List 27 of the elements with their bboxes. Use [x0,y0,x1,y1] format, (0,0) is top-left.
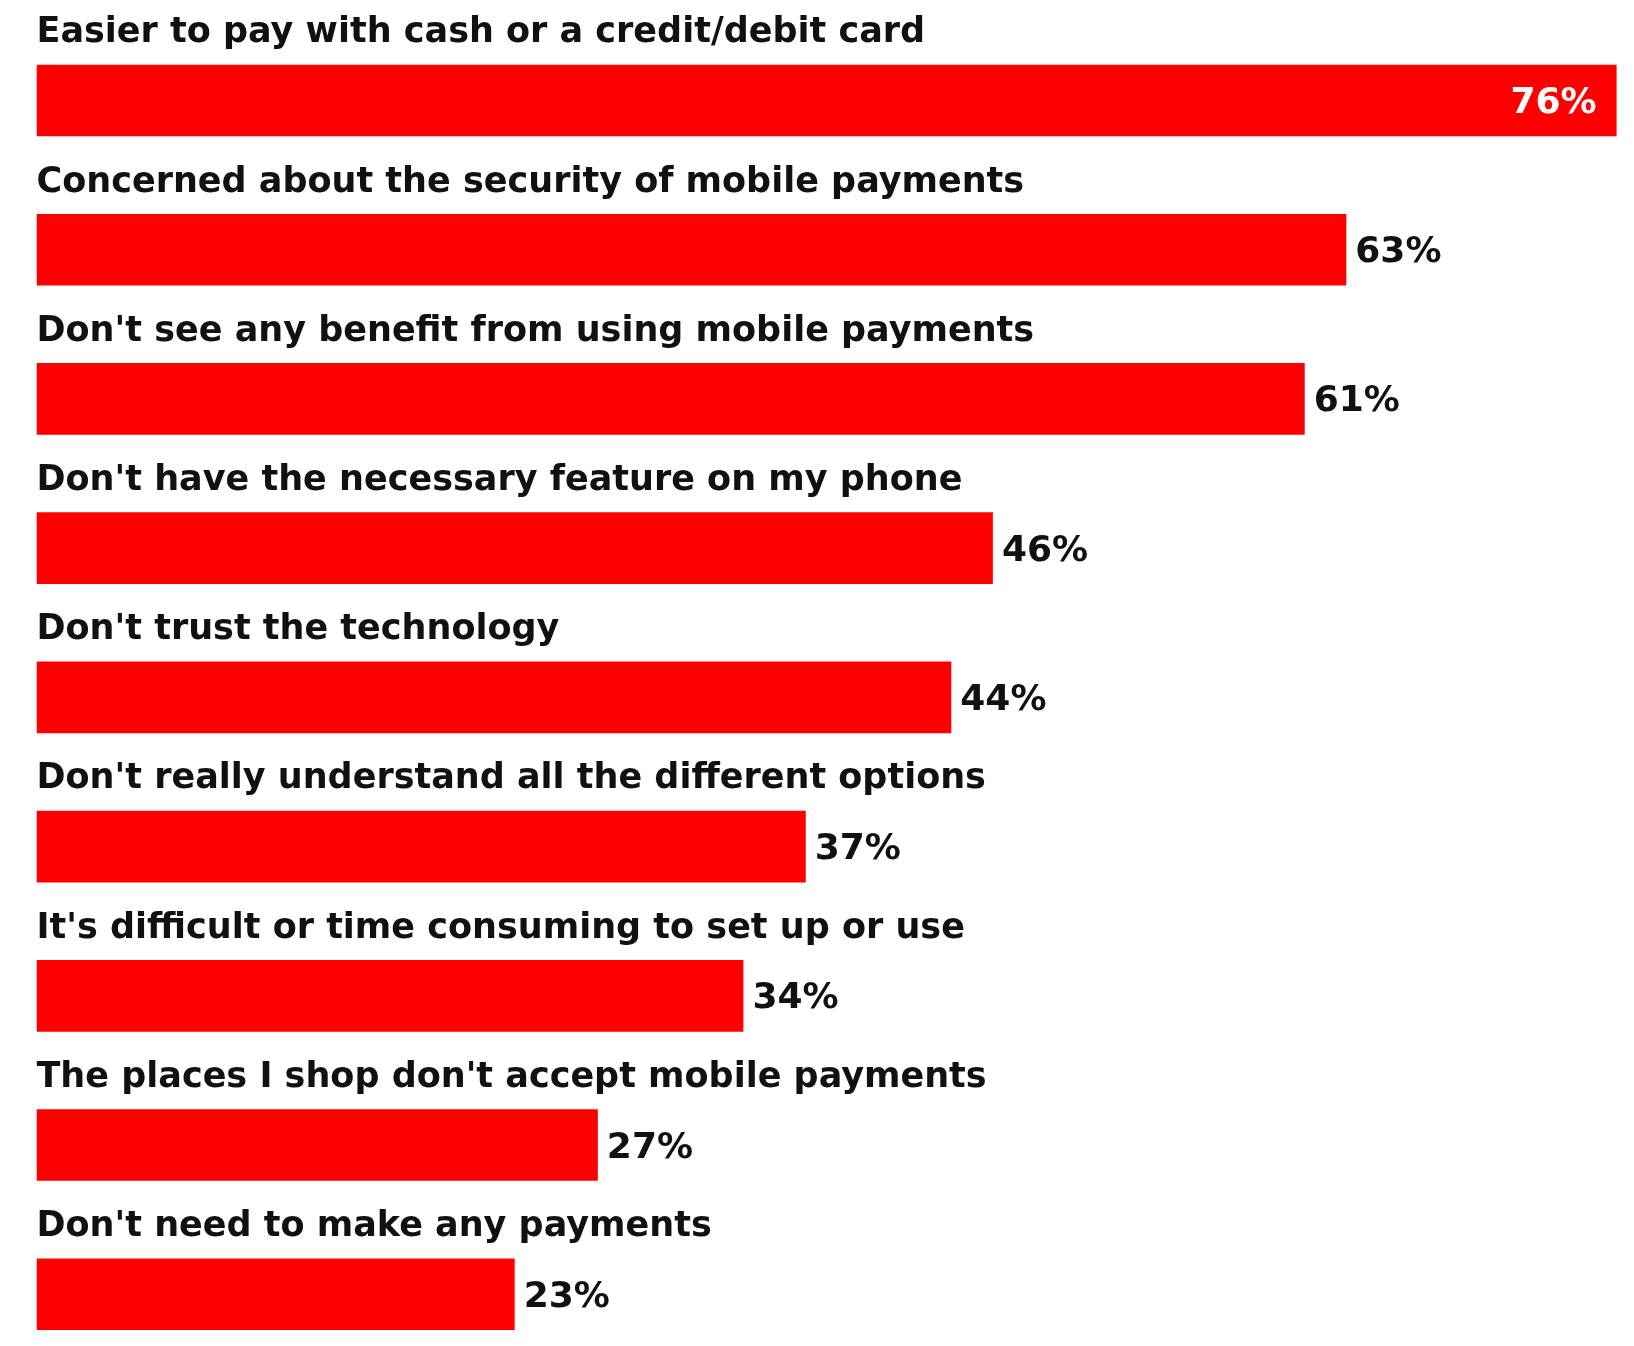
y-tick-label: Don't see any benefit from using mobile payments [36,308,1035,349]
bar [36,960,744,1032]
data-label: 63% [1355,229,1442,271]
bar [36,1109,598,1181]
data-label: 34% [752,975,839,1017]
bar [36,213,1347,286]
bar [36,661,952,734]
y-tick-label: Don't need to make any payments [36,1204,712,1245]
y-tick-label: Don't trust the technology [36,607,560,648]
y-tick-label: It's difficult or time consuming to set up or use [36,905,965,946]
y-tick-label: Don't really understand all the different options [36,756,986,797]
bar [36,363,1305,435]
bar [36,512,993,584]
data-label: 44% [960,676,1047,718]
bar [36,1258,515,1331]
data-label: 76% [1510,79,1597,121]
bar [36,64,1617,137]
y-tick-label: The places I shop don't accept mobile payments [36,1054,987,1095]
y-tick-label: Don't have the necessary feature on my phone [36,458,963,499]
data-label: 37% [814,826,901,868]
data-label: 46% [1001,527,1089,569]
data-label: 27% [606,1124,694,1166]
data-label: 61% [1313,378,1400,420]
y-tick-label: Easier to pay with cash or a credit/debit card [36,10,926,51]
bar [36,810,806,883]
data-label: 23% [523,1273,610,1315]
y-tick-label: Concerned about the security of mobile payments [36,159,1025,200]
